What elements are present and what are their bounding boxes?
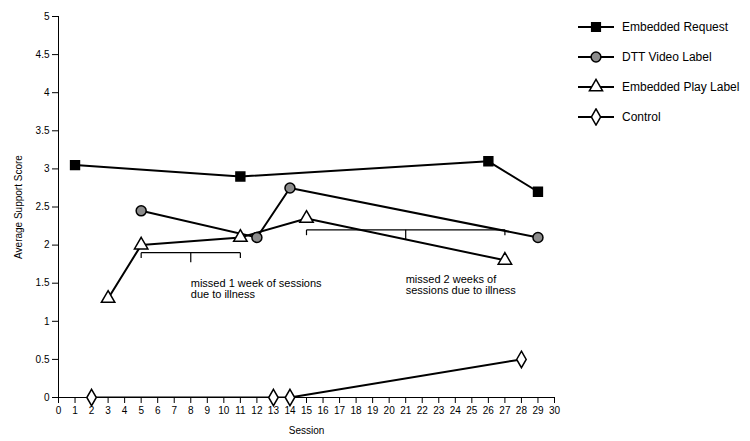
html-text:DTT Video Label: DTT Video Label [622, 50, 712, 64]
svg-text:1: 1 [44, 316, 50, 327]
svg-text:28: 28 [516, 405, 528, 416]
svg-text:23: 23 [433, 405, 445, 416]
svg-text:missed 2 weeks ofsessions due: missed 2 weeks ofsessions due to illness [406, 273, 517, 296]
svg-text:6: 6 [155, 405, 161, 416]
svg-text:29: 29 [532, 405, 544, 416]
svg-text:5: 5 [44, 11, 50, 22]
svg-text:3: 3 [105, 405, 111, 416]
svg-text:25: 25 [466, 405, 478, 416]
svg-text:1: 1 [72, 405, 78, 416]
svg-text:0.5: 0.5 [36, 354, 50, 365]
svg-text:27: 27 [499, 405, 511, 416]
svg-text:3.5: 3.5 [36, 125, 50, 136]
html-text:Embedded Play Label: Embedded Play Label [622, 80, 740, 94]
svg-text:15: 15 [301, 405, 313, 416]
svg-text:2: 2 [44, 239, 50, 250]
svg-text:3: 3 [44, 163, 50, 174]
svg-text:30: 30 [549, 405, 561, 416]
svg-text:Session: Session [289, 425, 325, 436]
svg-text:19: 19 [367, 405, 379, 416]
svg-text:8: 8 [188, 405, 194, 416]
svg-text:22: 22 [417, 405, 429, 416]
svg-text:1.5: 1.5 [36, 277, 50, 288]
svg-text:16: 16 [317, 405, 329, 416]
svg-text:2.5: 2.5 [36, 201, 50, 212]
svg-text:18: 18 [351, 405, 363, 416]
html-text:Control: Control [622, 110, 661, 124]
svg-text:missed 1 week of sessionsdue t: missed 1 week of sessionsdue to illness [191, 277, 322, 300]
svg-text:10: 10 [218, 405, 230, 416]
svg-text:17: 17 [334, 405, 346, 416]
svg-text:4: 4 [44, 87, 50, 98]
svg-text:7: 7 [171, 405, 177, 416]
svg-text:20: 20 [384, 405, 396, 416]
html-text:Embedded Request: Embedded Request [622, 20, 729, 34]
svg-text:26: 26 [483, 405, 495, 416]
svg-text:11: 11 [235, 405, 246, 416]
svg-text:21: 21 [400, 405, 412, 416]
svg-text:13: 13 [267, 404, 279, 416]
svg-text:2: 2 [88, 404, 95, 416]
svg-text:0: 0 [56, 405, 62, 416]
svg-text:4: 4 [122, 405, 128, 416]
svg-text:14: 14 [284, 404, 296, 416]
svg-text:Average Support Score: Average Support Score [13, 155, 24, 259]
svg-text:4.5: 4.5 [36, 49, 50, 60]
svg-text:0: 0 [44, 392, 50, 403]
svg-text:24: 24 [450, 405, 462, 416]
svg-text:9: 9 [205, 405, 211, 416]
svg-text:12: 12 [251, 405, 263, 416]
svg-text:5: 5 [138, 405, 144, 416]
